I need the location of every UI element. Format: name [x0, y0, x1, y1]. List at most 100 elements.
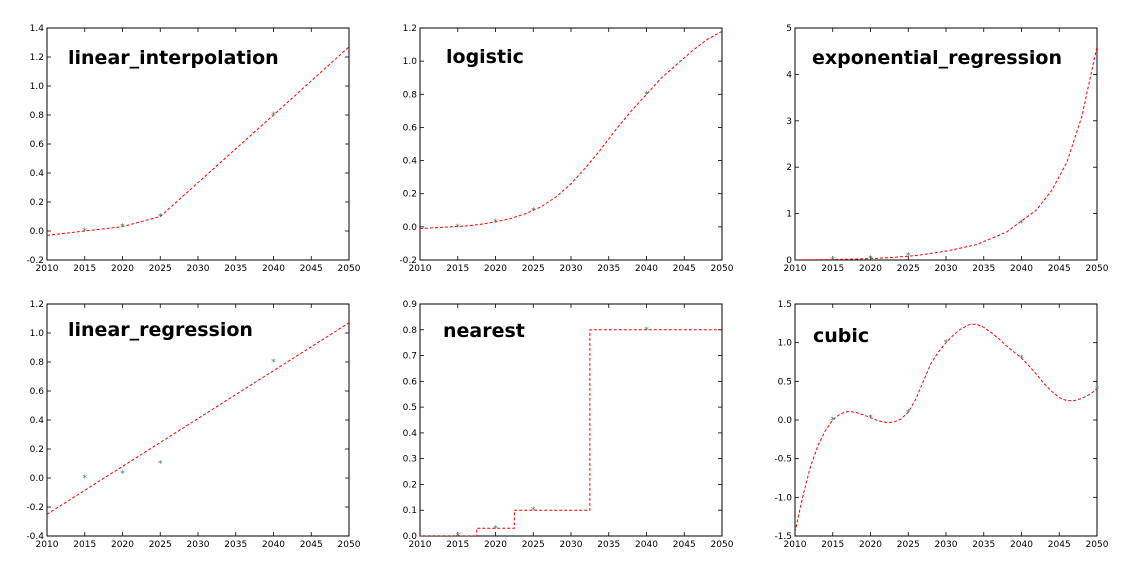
x-tick-label: 2040: [262, 540, 285, 550]
data-point: *: [906, 408, 911, 418]
y-tick-label: 0.0: [778, 416, 793, 426]
chart-panel-5: 2010 2015 2020 2025 2030 2035 2040 2045 2050 0.0 0…: [403, 300, 734, 550]
x-tick-label: 2050: [711, 264, 734, 274]
x-tick-label: 2050: [711, 540, 734, 550]
y-tick-label: 0.6: [30, 140, 45, 150]
plot-area: [420, 30, 722, 230]
x-tick-label: 2035: [224, 264, 247, 274]
y-tick-label: 1.2: [403, 24, 417, 34]
y-tick-label: 0.2: [403, 190, 417, 200]
y-tick-label: 0.8: [403, 326, 418, 336]
data-point: *: [868, 414, 873, 424]
y-tick-label: 0.2: [403, 480, 417, 490]
x-tick-label: 2030: [935, 264, 958, 274]
chart-panel-4: 2010 2015 2020 2025 2030 2035 2040 2045 2050 -0.4…: [26, 300, 360, 550]
y-tick-label: -0.2: [399, 256, 417, 266]
x-tick-label: 2010: [784, 540, 807, 550]
x-tick-label: 2045: [300, 540, 323, 550]
chart-title: exponential_regression: [812, 47, 1062, 69]
x-tick-label: 2030: [560, 540, 583, 550]
plot-frame: [794, 27, 1098, 261]
chart-title: linear_interpolation: [68, 47, 279, 69]
x-tick-label: 2010: [784, 264, 807, 274]
plot-area: [795, 323, 1097, 533]
x-tick-label: 2020: [859, 540, 882, 550]
x-tick-label: 2015: [73, 264, 96, 274]
fit-line: [795, 323, 1097, 533]
x-tick-label: 2025: [149, 540, 172, 550]
y-tick-label: 1.0: [778, 339, 793, 349]
x-tick-label: 2015: [446, 540, 469, 550]
fit-line: [47, 322, 349, 515]
chart-panel-1: 2010 2015 2020 2025 2030 2035 2040 2045 2050 -0.2…: [26, 24, 360, 274]
x-tick-label: 2010: [36, 264, 59, 274]
data-point: *: [271, 358, 276, 368]
y-tick-label: 1.0: [30, 329, 45, 339]
data-point: *: [1095, 385, 1100, 395]
y-tick-label: 0.5: [778, 377, 792, 387]
x-tick-label: 2040: [262, 264, 285, 274]
x-tick-label: 2025: [522, 540, 545, 550]
x-tick-label: 2010: [36, 540, 59, 550]
x-tick-label: 2010: [409, 264, 432, 274]
y-tick-label: 0.6: [403, 123, 418, 133]
x-tick-label: 2030: [935, 540, 958, 550]
fit-line: [795, 46, 1097, 260]
y-tick-label: 3: [786, 117, 792, 127]
x-tick-label: 2015: [821, 264, 844, 274]
x-tick-label: 2050: [338, 540, 361, 550]
plot-area: [420, 329, 722, 536]
x-tick-label: 2020: [111, 264, 134, 274]
chart-panel-2: 2010 2015 2020 2025 2030 2035 2040 2045 2050 -0.2…: [399, 24, 733, 274]
y-tick-label: 0.7: [403, 352, 417, 362]
x-tick-label: 2040: [1010, 540, 1033, 550]
x-tick-label: 2040: [1010, 264, 1033, 274]
plot-area: [47, 322, 349, 515]
x-tick-label: 2025: [522, 264, 545, 274]
y-tick-label: 4: [786, 70, 792, 80]
y-tick-label: 0.9: [403, 300, 418, 310]
y-tick-label: 0.0: [30, 227, 45, 237]
data-point: *: [531, 506, 536, 516]
y-tick-label: 0.2: [30, 445, 44, 455]
x-tick-label: 2045: [1048, 540, 1071, 550]
data-point: *: [456, 532, 461, 542]
data-point: *: [831, 256, 836, 266]
y-tick-label: 0.8: [403, 90, 418, 100]
chart-title: linear_regression: [68, 319, 253, 341]
x-tick-label: 2030: [187, 540, 210, 550]
chart-panel-6: 2010 2015 2020 2025 2030 2035 2040 2045 2050 -1.5…: [774, 300, 1108, 550]
y-tick-label: 0.4: [30, 416, 45, 426]
fit-line: [420, 30, 722, 230]
x-tick-label: 2035: [597, 264, 620, 274]
x-tick-label: 2035: [972, 264, 995, 274]
x-tick-label: 2040: [635, 264, 658, 274]
x-tick-label: 2015: [446, 264, 469, 274]
y-tick-label: 0.1: [403, 506, 417, 516]
y-tick-label: 1: [786, 210, 792, 220]
y-tick-label: 0.8: [30, 358, 45, 368]
x-tick-label: 2030: [187, 264, 210, 274]
x-tick-label: 2035: [224, 540, 247, 550]
y-tick-label: -0.4: [26, 532, 44, 542]
y-tick-label: 0.2: [30, 198, 44, 208]
data-point: *: [1019, 219, 1024, 229]
data-point: *: [944, 339, 949, 349]
plot-area: [47, 46, 349, 236]
x-tick-label: 2050: [338, 264, 361, 274]
y-tick-label: -0.5: [774, 455, 792, 465]
x-tick-label: 2030: [560, 264, 583, 274]
data-point: *: [1019, 354, 1024, 364]
y-tick-label: 2: [786, 163, 792, 173]
plot-area: [795, 46, 1097, 260]
y-tick-label: -0.2: [26, 256, 44, 266]
data-point: *: [120, 470, 125, 480]
data-point: *: [83, 227, 88, 237]
x-tick-label: 2040: [635, 540, 658, 550]
data-point: *: [531, 206, 536, 216]
data-point: *: [831, 416, 836, 426]
x-tick-label: 2020: [111, 540, 134, 550]
x-tick-label: 2010: [409, 540, 432, 550]
y-tick-label: 1.2: [30, 53, 44, 63]
